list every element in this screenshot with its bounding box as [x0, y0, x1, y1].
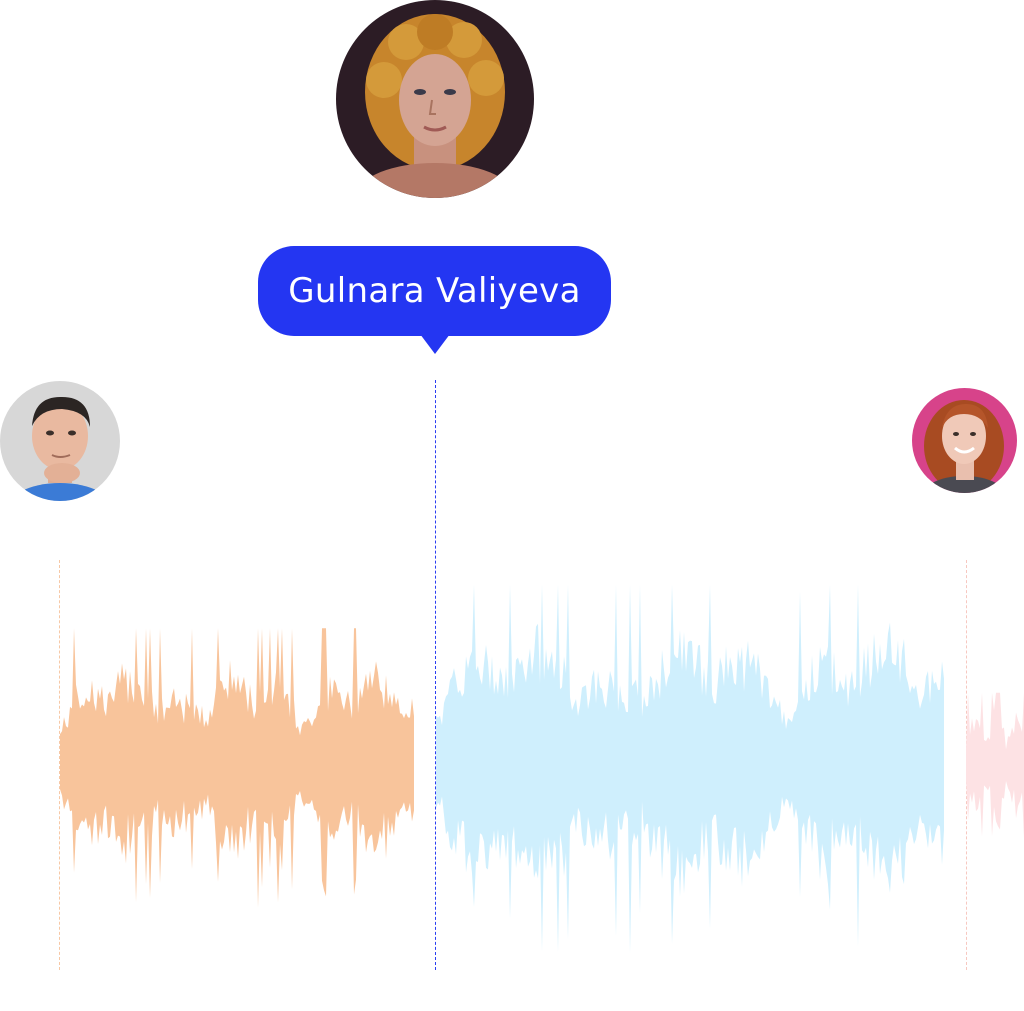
woman-curly-hair-avatar-icon — [336, 0, 534, 198]
speaker-name-tooltip: Gulnara Valiyeva — [258, 246, 611, 336]
woman-red-hair-avatar-icon — [912, 388, 1017, 493]
waveform-segment-right — [966, 692, 1024, 838]
speaker-avatar-left[interactable] — [0, 381, 120, 501]
speaker-divider-center — [435, 380, 436, 970]
speaker-divider-left — [59, 560, 60, 970]
speaker-avatar-center[interactable] — [336, 0, 534, 198]
audio-waveform[interactable] — [0, 540, 1024, 960]
waveform-segment-center — [436, 584, 944, 954]
waveform-segment-left — [60, 628, 414, 908]
man-thinking-avatar-icon — [0, 381, 120, 501]
tooltip-pointer — [420, 334, 450, 354]
speaker-name-label: Gulnara Valiyeva — [288, 271, 581, 311]
speaker-avatar-right[interactable] — [912, 388, 1017, 493]
